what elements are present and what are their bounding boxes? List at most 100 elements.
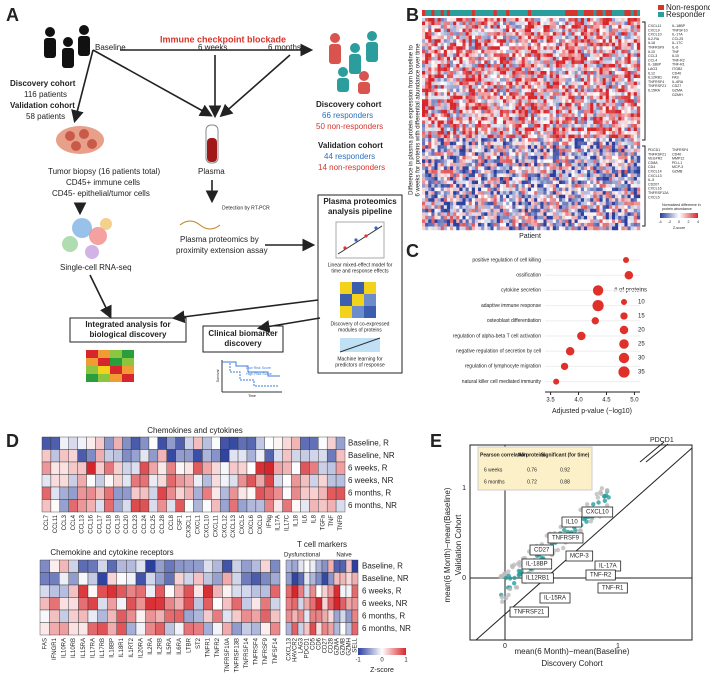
cell — [446, 71, 451, 75]
cell — [478, 201, 482, 206]
cell — [487, 194, 491, 199]
cell — [587, 127, 591, 132]
cell — [587, 166, 591, 171]
cell — [456, 32, 460, 36]
cell — [431, 116, 435, 121]
cell — [246, 461, 257, 475]
cell — [531, 152, 535, 156]
cell — [546, 25, 550, 29]
cell — [593, 85, 597, 89]
y-label: mean(6 Month)−mean(Baseline) — [443, 487, 452, 602]
cell — [465, 166, 469, 171]
cell — [493, 159, 497, 164]
cell — [630, 205, 634, 209]
cell — [456, 159, 460, 164]
cell — [496, 113, 501, 118]
cell — [540, 120, 544, 125]
cell — [440, 49, 444, 54]
cell — [446, 53, 451, 58]
cell — [583, 85, 588, 89]
cell — [443, 28, 448, 33]
cell — [450, 127, 454, 132]
cell — [116, 572, 127, 586]
cell — [552, 120, 557, 125]
cell — [524, 95, 529, 100]
cell — [559, 46, 563, 50]
cell — [351, 559, 359, 573]
cell — [487, 152, 491, 156]
cell — [608, 155, 613, 160]
cell — [468, 81, 473, 86]
cell — [599, 205, 603, 209]
cell — [428, 71, 432, 75]
cell — [434, 173, 438, 178]
cell — [580, 120, 585, 125]
cell — [443, 169, 448, 174]
cell — [77, 461, 87, 475]
cell — [431, 63, 435, 68]
cell — [559, 28, 563, 33]
cell — [602, 127, 606, 132]
cell — [437, 35, 441, 40]
cell — [462, 71, 466, 75]
cell — [624, 208, 628, 213]
cell — [493, 205, 497, 209]
cell — [518, 49, 522, 54]
cell — [590, 60, 594, 65]
cell — [246, 436, 257, 450]
cell — [574, 42, 578, 47]
cell — [465, 169, 469, 174]
cell — [596, 162, 600, 167]
cell — [599, 180, 603, 185]
cell — [627, 32, 631, 36]
cell — [527, 85, 532, 89]
cell — [459, 194, 463, 199]
cell — [527, 120, 532, 125]
col-label: IL6RA — [177, 638, 183, 655]
cell — [496, 201, 501, 206]
cell — [59, 609, 70, 623]
cell — [565, 35, 569, 40]
cell — [484, 169, 488, 174]
cell — [506, 222, 510, 227]
cell — [565, 32, 569, 36]
cell — [627, 194, 631, 199]
cell — [59, 559, 70, 573]
cell — [568, 152, 572, 156]
cell — [537, 166, 541, 171]
cell — [596, 78, 600, 82]
cell — [537, 113, 541, 118]
cell — [453, 109, 457, 114]
cell — [540, 42, 544, 47]
cell — [465, 212, 469, 217]
cell — [484, 191, 488, 195]
cell — [630, 155, 634, 160]
row-label: Baseline, NR — [348, 451, 395, 460]
cell — [509, 124, 513, 128]
cell — [627, 226, 631, 231]
cell — [428, 180, 432, 185]
cell — [515, 56, 519, 61]
cell — [549, 63, 553, 68]
cell — [633, 134, 638, 139]
cell — [446, 106, 451, 111]
cell — [518, 18, 522, 22]
cell — [484, 92, 488, 96]
cell — [559, 25, 563, 29]
cell — [164, 597, 175, 611]
cell — [587, 92, 591, 96]
cell — [437, 134, 441, 139]
cell — [630, 106, 634, 111]
cell — [468, 74, 473, 79]
cell — [559, 102, 563, 107]
cell — [518, 25, 522, 29]
cell — [527, 109, 532, 114]
cell — [487, 116, 491, 121]
col-label: CD6 — [317, 637, 323, 650]
cell — [527, 88, 532, 93]
cell — [474, 99, 479, 103]
cell — [621, 131, 625, 135]
cell — [611, 39, 616, 43]
cell — [502, 78, 507, 82]
